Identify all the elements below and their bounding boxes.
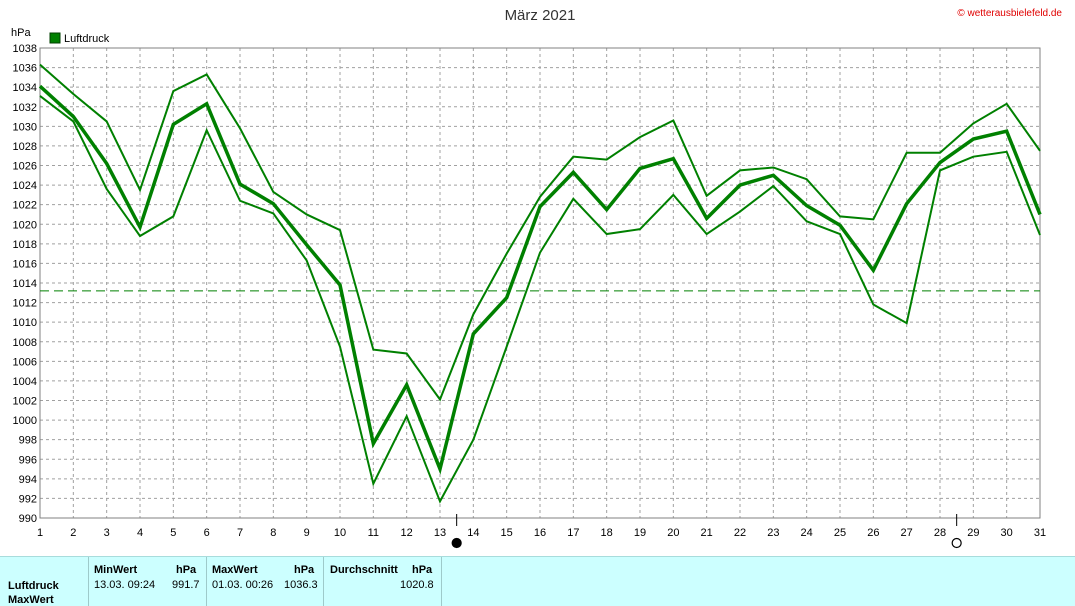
min-header: MinWert	[94, 564, 138, 576]
x-tick-label: 15	[501, 527, 513, 539]
stats-divider	[88, 557, 89, 606]
x-tick-label: 8	[270, 527, 276, 539]
min-unit: hPa	[176, 564, 197, 576]
full-moon-icon	[951, 537, 962, 549]
new-moon-icon	[451, 537, 462, 549]
series-line-min	[39, 95, 1041, 504]
max-header: MaxWert	[212, 564, 258, 576]
x-tick-label: 19	[634, 527, 646, 539]
x-tick-label: 20	[667, 527, 679, 539]
avg-header: Durchschnitt	[330, 564, 398, 576]
x-tick-label: 5	[170, 527, 176, 539]
x-tick-label: 31	[1034, 527, 1046, 539]
x-tick-label: 24	[801, 527, 813, 539]
chart: 9909929949969981000100210041006100810101…	[11, 7, 1062, 549]
row2-label: MaxWert	[8, 594, 54, 606]
x-tick-label: 16	[534, 527, 546, 539]
x-tick-label: 28	[934, 527, 946, 539]
plot-frame	[39, 47, 1041, 519]
y-tick-label: 994	[19, 474, 37, 486]
y-tick-label: 1024	[13, 180, 37, 192]
x-tick-label: 27	[901, 527, 913, 539]
legend: Luftdruck	[49, 32, 110, 45]
stats-divider	[323, 557, 324, 606]
y-tick-label: 1032	[13, 102, 37, 114]
min-time: 13.03. 09:24	[94, 579, 156, 591]
y-tick-label: 1028	[13, 141, 37, 153]
grid	[39, 47, 1041, 519]
x-tick-label: 9	[304, 527, 310, 539]
stats-divider	[441, 557, 442, 606]
y-tick-label: 1010	[13, 317, 37, 329]
avg-value: 1020.8	[400, 579, 434, 591]
y-tick-label: 1008	[13, 337, 37, 349]
y-tick-label: 1020	[13, 219, 37, 231]
x-tick-label: 1	[37, 527, 43, 539]
y-tick-label: 1036	[13, 63, 37, 75]
x-tick-label: 11	[368, 527, 379, 539]
legend-label: Luftdruck	[64, 33, 110, 45]
x-tick-label: 10	[334, 527, 346, 539]
x-tick-label: 21	[701, 527, 713, 539]
x-tick-label: 7	[237, 527, 243, 539]
y-tick-label: 1030	[13, 121, 37, 133]
y-tick-label: 1004	[13, 376, 37, 388]
series-layer	[38, 63, 1042, 504]
x-tick-label: 18	[601, 527, 613, 539]
y-tick-label: 1006	[13, 356, 37, 368]
x-tick-label: 25	[834, 527, 846, 539]
row-label: Luftdruck	[8, 580, 59, 592]
x-tick-label: 17	[567, 527, 579, 539]
max-value: 1036.3	[284, 579, 318, 591]
y-tick-label: 992	[19, 493, 37, 505]
y-tick-label: 1016	[13, 258, 37, 270]
min-value: 991.7	[172, 579, 200, 591]
chart-title: März 2021	[505, 7, 576, 24]
y-axis: 990 992 994 996 998 1000 1002 1004 1006 1008 1010 1…	[13, 43, 37, 525]
y-tick-label: 1026	[13, 161, 37, 173]
max-unit: hPa	[294, 564, 315, 576]
x-tick-label: 12	[401, 527, 413, 539]
x-tick-label: 2	[70, 527, 76, 539]
y-tick-label: 998	[19, 435, 37, 447]
y-tick-label: 1038	[13, 43, 37, 55]
y-tick-label: 1002	[13, 396, 37, 408]
x-tick-label: 30	[1001, 527, 1013, 539]
y-tick-label: 1022	[13, 200, 37, 212]
legend-swatch	[49, 32, 61, 44]
y-tick-label: 1000	[13, 415, 37, 427]
x-tick-label: 29	[967, 527, 979, 539]
series-line-max	[39, 63, 1041, 402]
y-tick-label: 1014	[13, 278, 37, 290]
y-tick-label: 1012	[13, 298, 37, 310]
y-tick-label: 990	[19, 513, 37, 525]
x-tick-label: 22	[734, 527, 746, 539]
stats-panel: MinWert hPa MaxWert hPa Durchschnitt hPa…	[0, 556, 1075, 606]
x-tick-label: 23	[767, 527, 779, 539]
x-axis: 1 2 3 4 5 6 7 8 9 10 11 12 13 14 15 16 17 18 19 20 21 22 23 24 2…	[37, 527, 1046, 539]
x-tick-label: 6	[204, 527, 210, 539]
avg-unit: hPa	[412, 564, 433, 576]
y-tick-label: 1018	[13, 239, 37, 251]
y-tick-label: 996	[19, 454, 37, 466]
x-tick-label: 4	[137, 527, 143, 539]
credit-text: © wetterausbielefeld.de	[957, 8, 1062, 19]
moon-markers	[451, 514, 962, 549]
y-axis-label: hPa	[11, 27, 31, 39]
series-line-avg	[38, 84, 1042, 475]
max-time: 01.03. 00:26	[212, 579, 274, 591]
x-tick-label: 14	[467, 527, 479, 539]
x-tick-label: 3	[104, 527, 110, 539]
x-tick-label: 26	[867, 527, 879, 539]
y-tick-label: 1034	[13, 82, 37, 94]
x-tick-label: 13	[434, 527, 446, 539]
stats-divider	[206, 557, 207, 606]
